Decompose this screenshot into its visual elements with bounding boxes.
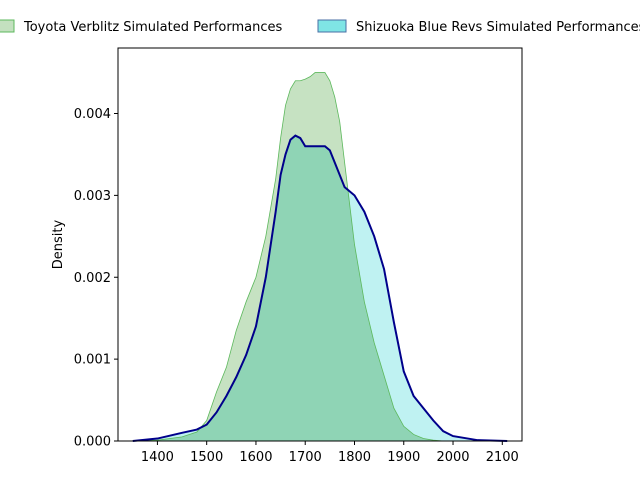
x-tick-label: 1800 xyxy=(338,450,371,465)
density-overlap xyxy=(132,135,444,441)
x-tick-label: 1700 xyxy=(289,450,322,465)
legend-label: Toyota Verblitz Simulated Performances xyxy=(23,20,282,35)
y-tick-label: 0.003 xyxy=(74,189,111,204)
y-tick-label: 0.004 xyxy=(74,107,111,122)
y-axis-label: Density xyxy=(51,219,66,269)
x-axis: 1400 1500 1600 1700 1800 1900 2000 2100 xyxy=(141,441,519,465)
legend-swatch xyxy=(317,19,347,33)
y-tick-label: 0.000 xyxy=(74,435,111,450)
legend: Toyota Verblitz Simulated Performances Sh… xyxy=(0,19,640,35)
x-tick-label: 1600 xyxy=(239,450,272,465)
plot-area xyxy=(132,72,508,442)
legend-item-verblitz: Toyota Verblitz Simulated Performances xyxy=(0,19,282,35)
density-line-verblitz xyxy=(132,72,444,442)
x-tick-label: 2000 xyxy=(436,450,469,465)
legend-swatch xyxy=(0,19,15,33)
density-line-blue-revs xyxy=(132,134,508,442)
y-tick-label: 0.001 xyxy=(74,353,111,368)
x-tick-label: 1900 xyxy=(387,450,420,465)
x-tick-label: 1500 xyxy=(190,450,223,465)
x-tick-label: 2100 xyxy=(486,450,519,465)
y-tick-label: 0.002 xyxy=(74,271,111,286)
x-tick-label: 1400 xyxy=(141,450,174,465)
legend-item-blue-revs: Shizuoka Blue Revs Simulated Performance… xyxy=(317,19,640,35)
plot-frame xyxy=(117,47,523,442)
legend-label: Shizuoka Blue Revs Simulated Performance… xyxy=(356,20,640,35)
y-axis: 0.000 0.001 0.002 0.003 0.004 xyxy=(74,107,118,450)
